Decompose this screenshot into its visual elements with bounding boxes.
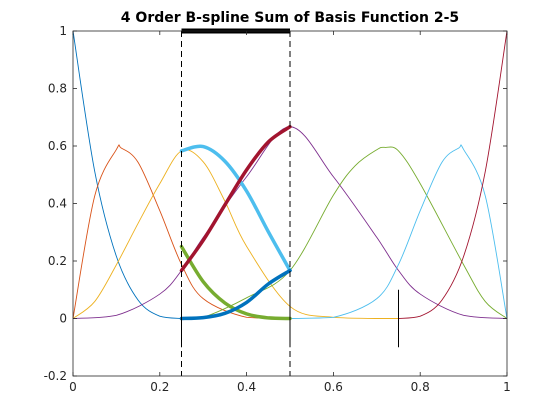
x-tick-label: 0.8 bbox=[411, 380, 430, 394]
x-tick-label: 0.2 bbox=[150, 380, 169, 394]
y-tick-label: 1 bbox=[59, 24, 67, 38]
y-tick-label: 0.6 bbox=[48, 139, 67, 153]
y-tick-label: 0.4 bbox=[48, 197, 67, 211]
chart-title: 4 Order B-spline Sum of Basis Function 2… bbox=[121, 10, 459, 26]
x-tick-label: 0 bbox=[69, 380, 77, 394]
y-tick-label: 0 bbox=[59, 312, 67, 326]
y-tick-label: 0.2 bbox=[48, 254, 67, 268]
y-tick-label: -0.2 bbox=[44, 369, 67, 383]
y-tick-label: 0.8 bbox=[48, 82, 67, 96]
x-tick-label: 0.4 bbox=[237, 380, 256, 394]
x-tick-label: 0.6 bbox=[324, 380, 343, 394]
x-tick-label: 1 bbox=[503, 380, 511, 394]
